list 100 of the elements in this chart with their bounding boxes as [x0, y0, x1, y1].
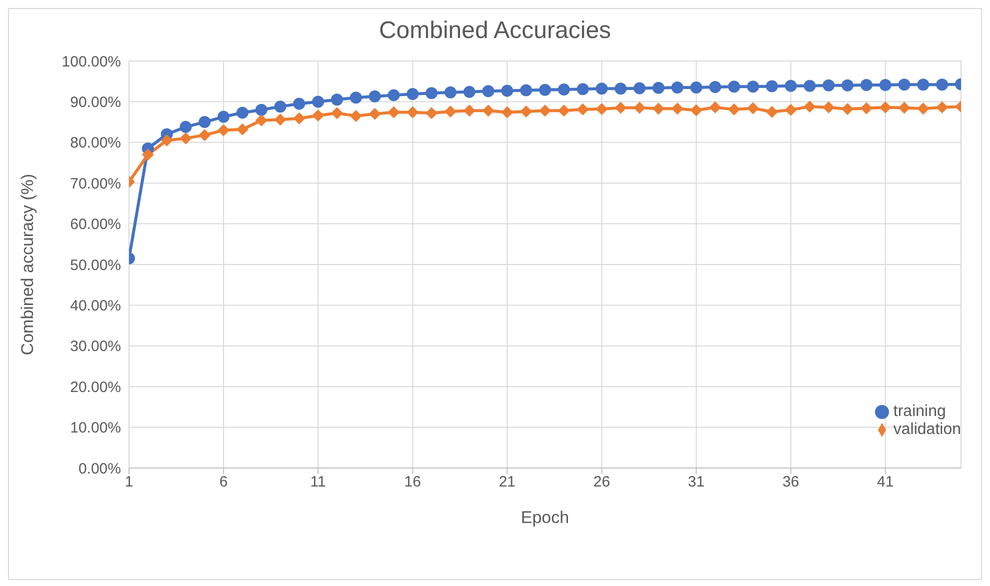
point: [936, 101, 948, 114]
chart-title: Combined Accuracies: [378, 17, 612, 45]
point: [596, 82, 608, 95]
point: [860, 79, 872, 92]
point: [180, 120, 192, 133]
point: [426, 87, 438, 100]
point: [520, 84, 532, 96]
y-axis-title: Combined accuracy (%): [18, 174, 38, 356]
point: [312, 96, 324, 108]
point: [350, 110, 362, 122]
x-tick-label: 6: [219, 474, 228, 491]
point: [917, 102, 930, 115]
x-tick-label: 1: [124, 474, 134, 491]
x-tick-label: 11: [310, 474, 326, 491]
point: [255, 104, 268, 116]
point: [501, 106, 514, 118]
point: [879, 101, 892, 114]
point: [274, 100, 286, 113]
point: [709, 101, 722, 114]
x-tick-label: 16: [404, 474, 421, 491]
y-tick-label: 100.00%: [62, 53, 121, 70]
point: [634, 82, 646, 94]
legend-label: validation: [893, 421, 961, 438]
point: [784, 104, 797, 116]
point: [784, 80, 797, 92]
x-tick-label: 36: [782, 474, 800, 491]
point: [463, 104, 476, 117]
x-axis-title: Epoch: [520, 508, 570, 527]
point: [218, 110, 230, 123]
point: [444, 105, 456, 118]
point: [539, 84, 551, 96]
point: [860, 102, 872, 114]
point: [274, 114, 286, 126]
y-tick-label: 80.00%: [70, 134, 121, 152]
point: [539, 104, 551, 117]
y-tick-label: 0.00%: [78, 460, 121, 478]
point: [406, 88, 419, 100]
point: [804, 100, 816, 113]
point: [614, 82, 627, 95]
point: [747, 80, 759, 93]
point: [709, 81, 722, 94]
point: [501, 84, 514, 97]
point: [634, 102, 646, 114]
point: [558, 104, 570, 117]
point: [142, 148, 154, 161]
y-tick-label: 70.00%: [70, 175, 121, 192]
point: [596, 103, 608, 116]
x-tick-label: 41: [877, 474, 894, 491]
point: [879, 79, 892, 92]
point: [842, 103, 854, 116]
y-tick-label: 50.00%: [70, 256, 121, 274]
point: [728, 80, 740, 93]
point: [463, 86, 476, 98]
point: [482, 104, 494, 117]
point: [255, 114, 268, 126]
point: [368, 108, 381, 120]
point: [576, 103, 589, 116]
point: [236, 106, 248, 119]
point: [293, 98, 306, 110]
point: [652, 102, 664, 115]
point: [804, 80, 816, 92]
point: [406, 106, 419, 118]
point: [388, 89, 400, 102]
point: [822, 79, 835, 92]
point: [917, 78, 930, 91]
y-tick-label: 40.00%: [70, 298, 121, 315]
point: [766, 106, 778, 118]
point: [482, 85, 494, 98]
point: [576, 83, 589, 96]
point: [558, 83, 570, 96]
point: [236, 123, 248, 136]
point: [293, 112, 306, 124]
y-tick-label: 20.00%: [70, 378, 121, 396]
point: [766, 80, 778, 92]
point: [690, 81, 702, 94]
point: [198, 129, 211, 142]
point: [350, 92, 362, 104]
point: [444, 86, 456, 98]
point: [690, 104, 702, 116]
point: [180, 132, 192, 144]
point: [614, 102, 627, 114]
point: [671, 102, 684, 115]
point: [822, 101, 835, 114]
point: [368, 90, 381, 102]
legend-label: training: [893, 403, 946, 420]
point: [728, 103, 740, 116]
point: [331, 94, 343, 106]
point: [218, 124, 230, 136]
point: [160, 134, 173, 146]
y-tick-label: 90.00%: [70, 94, 121, 112]
point: [652, 82, 664, 94]
point: [842, 79, 854, 92]
point: [936, 78, 948, 91]
point: [198, 116, 211, 128]
point: [898, 102, 910, 114]
point: [426, 107, 438, 120]
point: [312, 110, 324, 122]
point: [520, 105, 532, 118]
point: [747, 102, 759, 114]
x-tick-label: 21: [498, 474, 516, 491]
